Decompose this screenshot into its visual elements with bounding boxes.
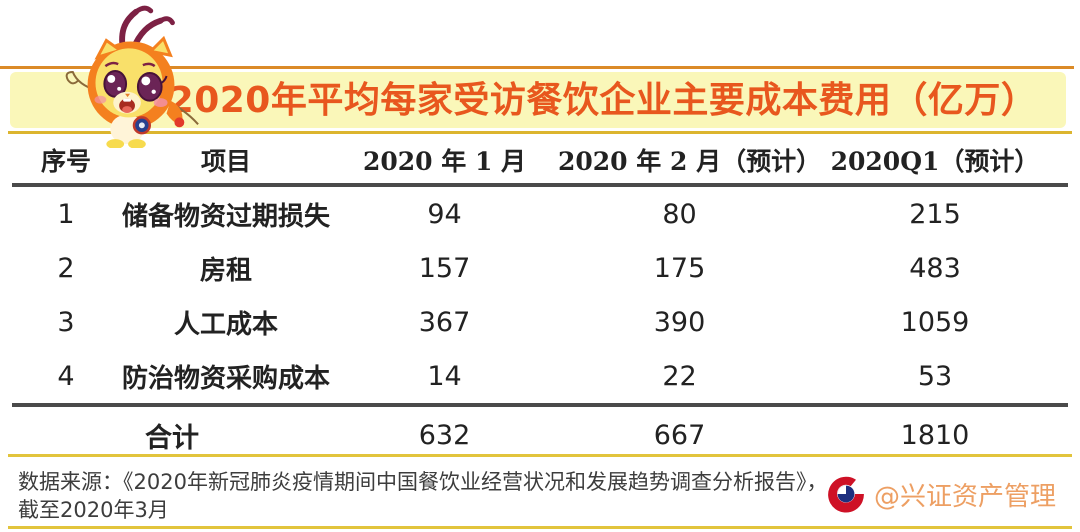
header-jan-2020: 2020 年 1 月 [332, 137, 557, 187]
total-label-cell: 合计 [12, 403, 332, 464]
data-source-line2: 截至2020年3月 [18, 498, 169, 522]
cost-table: 序号 项目 2020 年 1 月 2020 年 2 月（预计） 2020Q1（预… [12, 137, 1068, 464]
page-title: 2020年平均每家受访餐饮企业主要成本费用（亿万） [168, 80, 1038, 121]
item-cell: 房租 [199, 255, 252, 286]
q1-value-cell: 53 [917, 360, 953, 392]
jan-value-cell: 367 [418, 306, 471, 338]
table-row: 1 储备物资过期损失 94 80 215 [12, 185, 1068, 241]
divider-under-banner [8, 131, 1072, 134]
feb-value-cell: 22 [662, 360, 697, 392]
lion-mascot-icon [65, 5, 199, 148]
jan-value-cell: 14 [427, 360, 462, 392]
brand-signature: @兴证资产管理 [826, 474, 1056, 514]
table-row: 4 防治物资采购成本 14 22 53 [12, 349, 1068, 405]
jan-value-cell: 94 [427, 198, 462, 230]
jan-value-cell: 157 [418, 252, 471, 284]
item-cell: 防治物资采购成本 [121, 363, 330, 394]
serial-cell: 1 [57, 198, 75, 230]
serial-cell: 3 [57, 306, 75, 338]
data-source-note: 数据来源：《2020年新冠肺炎疫情期间中国餐饮业经营状况和发展趋势调查分析报告》… [18, 468, 827, 524]
title-banner: 2020年平均每家受访餐饮企业主要成本费用（亿万） [10, 72, 1066, 128]
total-jan-cell: 632 [332, 403, 557, 464]
q1-value-cell: 1059 [900, 306, 970, 338]
table-header-row: 序号 项目 2020 年 1 月 2020 年 2 月（预计） 2020Q1（预… [12, 137, 1068, 187]
feb-value-cell: 390 [653, 306, 706, 338]
serial-cell: 2 [57, 252, 75, 284]
table-row: 3 人工成本 367 390 1059 [12, 295, 1068, 349]
divider-top-orange [0, 66, 1074, 69]
feb-value-cell: 175 [653, 252, 706, 284]
header-feb-2020-est: 2020 年 2 月（预计） [557, 137, 821, 187]
header-q1-2020-est: 2020Q1（预计） [802, 137, 1068, 187]
q1-value-cell: 483 [909, 252, 961, 284]
header-item: 项目 [120, 137, 332, 187]
table-row: 2 房租 157 175 483 [12, 241, 1068, 295]
serial-cell: 4 [57, 360, 75, 392]
item-cell: 人工成本 [173, 309, 278, 340]
brand-handle: @兴证资产管理 [873, 481, 1056, 512]
header-serial: 序号 [12, 137, 120, 187]
data-source-line1: 数据来源：《2020年新冠肺炎疫情期间中国餐饮业经营状况和发展趋势调查分析报告》… [18, 470, 828, 494]
total-feb-cell: 667 [557, 403, 802, 464]
divider-above-footer [8, 454, 1072, 457]
feb-value-cell: 80 [662, 198, 697, 230]
divider-bottom [8, 526, 1072, 529]
brand-swirl-logo-icon [827, 475, 865, 513]
q1-value-cell: 215 [909, 198, 961, 230]
table-total-row: 合计 632 667 1810 [12, 403, 1068, 464]
item-cell: 储备物资过期损失 [121, 201, 330, 232]
total-q1-cell: 1810 [802, 403, 1068, 464]
